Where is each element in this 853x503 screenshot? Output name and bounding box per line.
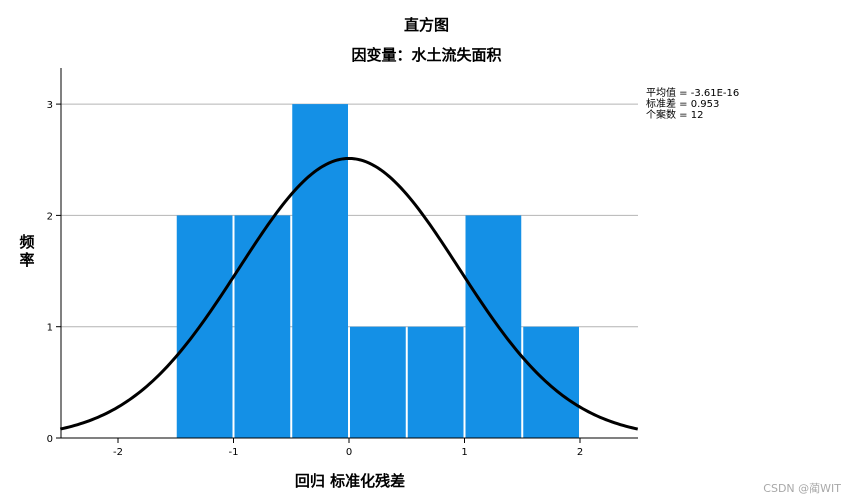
histogram-bar-2 (292, 104, 348, 438)
normal-curve (59, 156, 639, 431)
y-tick-label: 0 (47, 434, 53, 445)
chart-title: 直方图 (403, 16, 449, 34)
y-tick-label: 1 (47, 323, 53, 334)
histogram-bar-6 (523, 326, 579, 438)
stats-std: 标准差 = 0.953 (646, 99, 720, 110)
stats-mean: 平均值 = -3.61E-16 (646, 88, 740, 99)
y-tick-label: 3 (47, 100, 53, 111)
x-tick-label: -2 (113, 447, 123, 458)
x-tick-label: 1 (461, 447, 467, 458)
watermark: CSDN @蔺WIT (763, 482, 841, 495)
stats-count: 个案数 = 12 (646, 110, 704, 121)
histogram-bar-0 (176, 215, 233, 438)
histogram-bar-5 (465, 215, 522, 438)
chart-subtitle: 因变量：水土流失面积 (351, 46, 502, 64)
y-axis-label: 频 率 (19, 233, 35, 269)
stats-box: 平均值 = -3.61E-16 标准差 = 0.953 个案数 = 12 (646, 88, 739, 121)
histogram-bar-3 (350, 326, 406, 438)
y-tick-label: 2 (47, 211, 53, 222)
x-tick-label: -1 (229, 447, 239, 458)
x-axis-label: 回归 标准化残差 (294, 472, 406, 490)
histogram-bar-4 (407, 326, 464, 438)
histogram-bar-1 (234, 215, 291, 438)
x-tick-label: 0 (346, 447, 352, 458)
x-tick-label: 2 (577, 447, 583, 458)
